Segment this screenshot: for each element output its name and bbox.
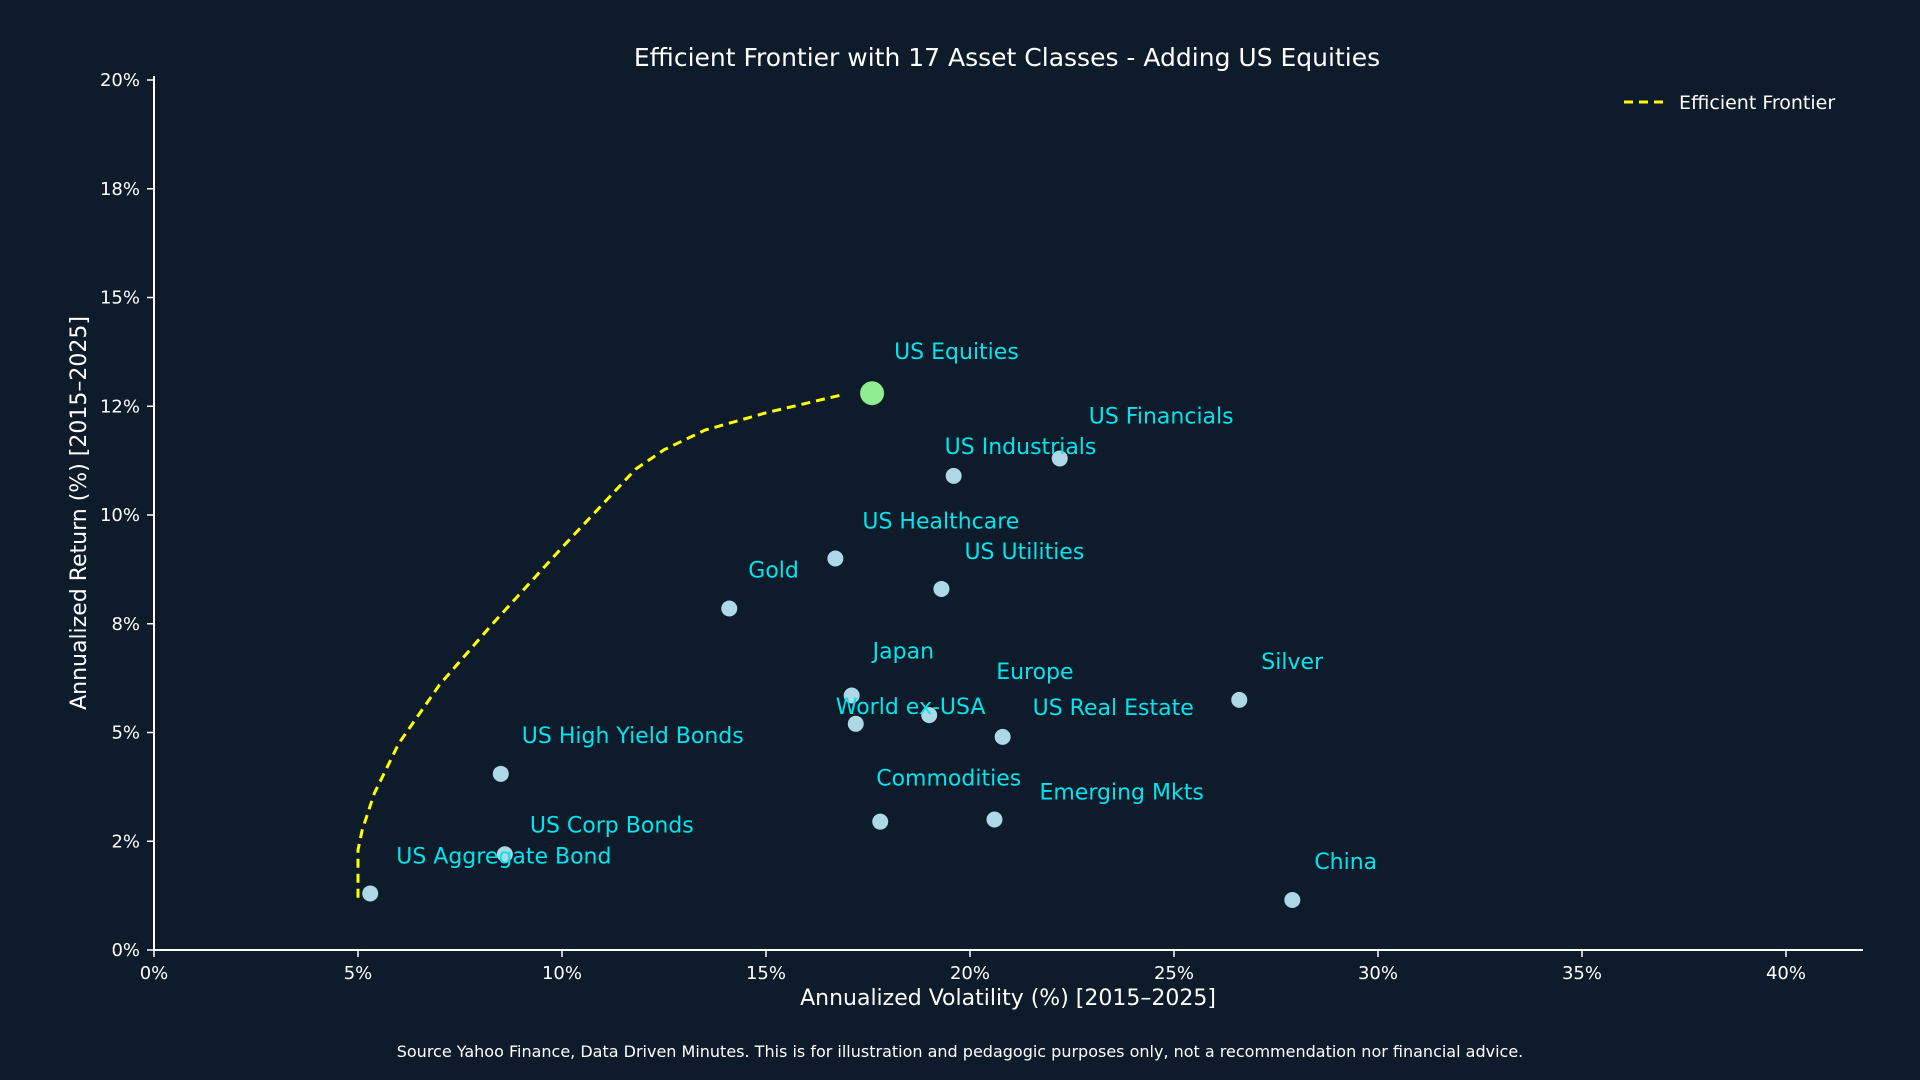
y-tick-label: 5% (111, 723, 140, 744)
point-us-industrials (945, 467, 962, 484)
x-tick-label: 40% (1766, 963, 1806, 984)
point-us-high-yield-bonds (492, 765, 509, 782)
point-world-ex-usa (847, 715, 864, 732)
label-emerging-mkts: Emerging Mkts (1039, 781, 1203, 806)
label-gold: Gold (748, 559, 799, 584)
point-us-corp-bonds (496, 846, 513, 863)
x-tick-label: 30% (1358, 963, 1398, 984)
label-us-industrials: US Industrials (945, 435, 1097, 460)
label-japan: Japan (871, 640, 934, 665)
source-note: Source Yahoo Finance, Data Driven Minute… (397, 1042, 1524, 1061)
point-us-equities (860, 381, 885, 406)
point-us-healthcare (827, 550, 844, 567)
legend-frontier-label: Efficient Frontier (1679, 92, 1835, 114)
point-gold (721, 600, 738, 617)
label-us-equities: US Equities (894, 340, 1019, 365)
y-axis-label: Annualized Return (%) [2015–2025] (67, 316, 92, 710)
x-tick-label: 25% (1154, 963, 1194, 984)
point-commodities (872, 813, 889, 830)
label-us-aggregate-bond: US Aggregate Bond (396, 844, 611, 869)
point-japan (843, 687, 860, 704)
y-tick-label: 20% (100, 70, 140, 91)
label-world-ex-usa: World ex-USA (836, 695, 986, 720)
y-tick-label: 0% (111, 940, 140, 961)
x-tick-label: 15% (746, 963, 786, 984)
point-emerging-mkts (986, 811, 1003, 828)
y-tick-label: 12% (100, 396, 140, 417)
legend: Efficient Frontier (1624, 92, 1835, 114)
y-tick-label: 10% (100, 505, 140, 526)
axes (153, 76, 1863, 951)
chart-title: Efficient Frontier with 17 Asset Classes… (634, 43, 1380, 72)
point-labels: US Equities US Financials US Industrials US… (396, 340, 1377, 875)
data-points (362, 381, 1301, 908)
x-tick-label: 35% (1562, 963, 1602, 984)
label-us-high-yield-bonds: US High Yield Bonds (522, 724, 744, 749)
point-china (1284, 891, 1301, 908)
point-us-utilities (933, 580, 950, 597)
y-tick-label: 2% (111, 831, 140, 852)
label-us-corp-bonds: US Corp Bonds (530, 813, 694, 838)
y-tick-label: 18% (100, 179, 140, 200)
label-silver: Silver (1261, 650, 1324, 675)
point-silver (1231, 691, 1248, 708)
y-tick-label: 15% (100, 288, 140, 309)
label-us-utilities: US Utilities (964, 540, 1084, 565)
x-tick-label: 0% (140, 963, 169, 984)
label-china: China (1314, 850, 1377, 875)
point-us-real-estate (994, 728, 1011, 745)
label-us-real-estate: US Real Estate (1033, 696, 1194, 721)
point-us-financials (1051, 450, 1068, 467)
label-europe: Europe (996, 660, 1073, 685)
x-axis-label: Annualized Volatility (%) [2015–2025] (800, 986, 1216, 1011)
point-us-aggregate-bond (362, 885, 379, 902)
label-us-financials: US Financials (1089, 404, 1234, 429)
ticks: 0% 5% 10% 15% 20% 25% 30% 35% 40% 0% 2% 5% 8% 10% 12% 1… (100, 70, 1806, 984)
y-tick-label: 8% (111, 614, 140, 635)
x-tick-label: 5% (344, 963, 373, 984)
point-europe (921, 707, 938, 724)
label-us-healthcare: US Healthcare (862, 510, 1019, 535)
x-tick-label: 20% (950, 963, 990, 984)
x-tick-label: 10% (542, 963, 582, 984)
efficient-frontier-line (356, 393, 840, 898)
label-commodities: Commodities (876, 767, 1021, 792)
